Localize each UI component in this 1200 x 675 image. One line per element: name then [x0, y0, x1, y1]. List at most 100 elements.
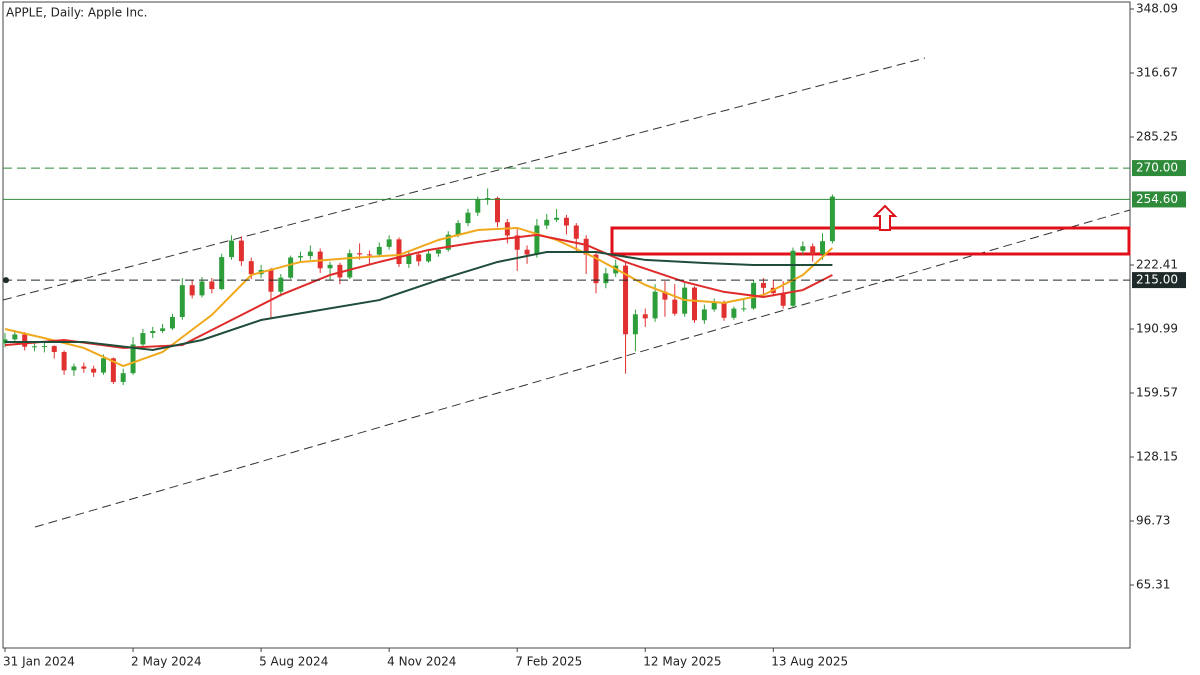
candle-body — [534, 225, 540, 255]
y-tick-label: 190.99 — [1136, 322, 1178, 336]
level-label-box — [1132, 191, 1186, 208]
zone-box — [610, 226, 1131, 256]
candle-body — [642, 314, 648, 319]
chart-title: APPLE, Daily: Apple Inc. — [6, 6, 147, 20]
candle-body — [140, 333, 146, 345]
level-label-box — [1132, 160, 1186, 177]
candle-body — [298, 256, 303, 258]
candle-body — [416, 254, 422, 262]
candle-body — [632, 314, 638, 335]
y-tick-label: 96.73 — [1136, 513, 1170, 527]
candle-body — [692, 287, 697, 321]
candle-body — [554, 217, 560, 220]
candle-body — [711, 302, 717, 310]
y-tick-label: 316.67 — [1136, 66, 1178, 80]
candle-body — [71, 366, 77, 371]
candle-body — [623, 265, 629, 335]
candle-body — [12, 334, 18, 340]
candle-body — [91, 368, 97, 373]
candle-body — [268, 270, 274, 292]
y-tick-label: 222.41 — [1136, 258, 1178, 272]
moving-average — [4, 226, 834, 368]
candle-body — [662, 291, 668, 300]
level-label: 254.60 — [1136, 192, 1178, 206]
candle-body — [229, 240, 235, 258]
y-tick-label: 348.09 — [1136, 2, 1178, 16]
candle-body — [386, 239, 392, 247]
y-tick-label: 285.25 — [1136, 130, 1178, 144]
candle-body — [810, 246, 816, 255]
y-tick-label: 128.15 — [1136, 450, 1178, 464]
level-label-box — [1132, 272, 1186, 289]
candle-body — [238, 240, 244, 262]
candle-body — [455, 223, 461, 235]
candle-body — [514, 235, 520, 250]
candle-body — [406, 254, 412, 265]
candle-body — [465, 212, 471, 224]
candle-body — [22, 334, 28, 347]
candle-body — [741, 308, 747, 310]
candle-body — [820, 241, 826, 255]
x-tick-label: 12 May 2025 — [643, 655, 721, 669]
candle-body — [426, 253, 432, 262]
level-label: 270.00 — [1136, 161, 1178, 175]
level-label: 215.00 — [1136, 273, 1178, 287]
candle-body — [524, 249, 530, 255]
candle-body — [61, 351, 67, 371]
candle-body — [120, 373, 126, 382]
candle-body — [721, 302, 727, 318]
x-tick-label: 2 May 2024 — [131, 655, 202, 669]
x-tick-label: 4 Nov 2024 — [387, 655, 456, 669]
candle-body — [366, 254, 372, 256]
candle-body — [101, 358, 106, 373]
candle-body — [652, 291, 658, 319]
candle-body — [219, 257, 225, 290]
candle-body — [445, 234, 451, 250]
candle-body — [32, 346, 38, 348]
candle-body — [583, 238, 589, 255]
candle-body — [800, 246, 806, 251]
candle-body — [327, 264, 333, 269]
channel-upper — [2, 57, 926, 301]
candle-body — [41, 346, 47, 348]
candle-body — [130, 344, 136, 374]
y-tick-label: 159.57 — [1136, 386, 1178, 400]
candle-body — [790, 250, 796, 306]
x-tick-label: 13 Aug 2025 — [771, 655, 848, 669]
candle-body — [603, 273, 609, 284]
candle-body — [169, 316, 175, 329]
candle-body — [701, 309, 707, 321]
candle-body — [278, 277, 284, 292]
candle-body — [672, 299, 678, 314]
candle-body — [485, 198, 491, 200]
candle-body — [760, 282, 766, 288]
candle-body — [179, 285, 185, 317]
candle-body — [593, 254, 599, 284]
y-tick-label: 65.31 — [1136, 577, 1170, 591]
plot-frame — [2, 1, 1131, 649]
candle-body — [209, 281, 215, 290]
candle-body — [51, 346, 57, 352]
candle-body — [475, 199, 481, 213]
candle-body — [347, 253, 353, 278]
candle-body — [376, 246, 382, 255]
candle-body — [829, 196, 835, 242]
candle-body — [150, 331, 156, 334]
candle-body — [160, 328, 166, 332]
candle-body — [199, 281, 205, 296]
candle-body — [189, 285, 195, 296]
candle-body — [544, 219, 550, 226]
x-tick-label: 7 Feb 2025 — [515, 655, 582, 669]
candle-body — [396, 239, 402, 265]
x-tick-label: 31 Jan 2024 — [3, 655, 75, 669]
candle-body — [573, 225, 579, 239]
candle-body — [495, 198, 500, 223]
candle-body — [248, 261, 254, 275]
arrow-up — [872, 204, 898, 231]
candle-body — [288, 257, 294, 278]
candle-body — [357, 253, 363, 255]
candle-body — [435, 249, 441, 254]
level-marker — [3, 277, 9, 284]
